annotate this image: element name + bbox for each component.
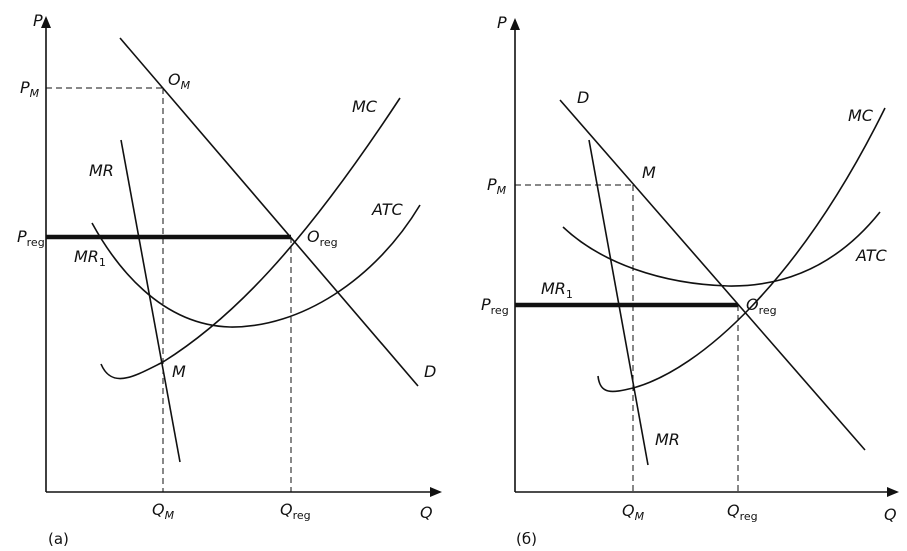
- atc-label-b: ATC: [855, 246, 888, 265]
- qreg-label-a: Qreg: [280, 500, 311, 522]
- x-axis-label-a: Q: [420, 503, 433, 522]
- mc-curve-b: [597, 107, 886, 393]
- preg-label-a: Preg: [17, 227, 45, 249]
- atc-label-a: ATC: [371, 200, 404, 219]
- qreg-label-b: Qreg: [727, 501, 758, 523]
- d-label-b: D: [577, 88, 589, 107]
- qm-label-b: QM: [622, 501, 645, 523]
- mr-curve-a: [120, 139, 181, 463]
- oreg-point-label-b: Oreg: [746, 295, 777, 317]
- preg-label-b: Preg: [481, 295, 509, 317]
- om-point-label-a: OM: [168, 70, 191, 92]
- mc-label-b: MC: [848, 106, 874, 125]
- d-label-a: D: [424, 362, 436, 381]
- x-axis-label-b: Q: [884, 505, 897, 524]
- mr1-label-b: MR1: [541, 279, 573, 301]
- atc-curve-b: [562, 211, 881, 287]
- panel-caption-b: (б): [516, 530, 537, 548]
- dashed-guides-a: [46, 87, 292, 492]
- y-axis-label-a: P: [33, 11, 43, 30]
- mr-label-b: MR: [655, 430, 680, 449]
- demand-curve-a: [119, 37, 419, 387]
- mc-curve-a: [100, 97, 401, 380]
- panel-a: P Q PM Preg OM Oreg M MC ATC D MR MR1 QM…: [17, 11, 442, 548]
- oreg-point-label-a: Oreg: [307, 227, 338, 249]
- mr-curve-b: [588, 139, 649, 466]
- m-point-label-b: M: [642, 163, 656, 182]
- demand-curve-b: [559, 99, 866, 451]
- dashed-guides-b: [515, 184, 739, 492]
- mr-label-a: MR: [89, 161, 114, 180]
- qm-label-a: QM: [152, 500, 175, 522]
- atc-curve-a: [91, 204, 421, 328]
- mr1-label-a: MR1: [74, 247, 106, 269]
- pm-label-a: PM: [20, 78, 40, 100]
- pm-label-b: PM: [487, 175, 507, 197]
- y-axis-label-b: P: [497, 13, 507, 32]
- mc-label-a: MC: [352, 97, 378, 116]
- panel-b: P Q PM Preg D M Oreg MC ATC MR MR1 QM Qr…: [481, 13, 899, 548]
- m-point-label-a: M: [172, 362, 186, 381]
- panel-caption-a: (а): [48, 530, 69, 548]
